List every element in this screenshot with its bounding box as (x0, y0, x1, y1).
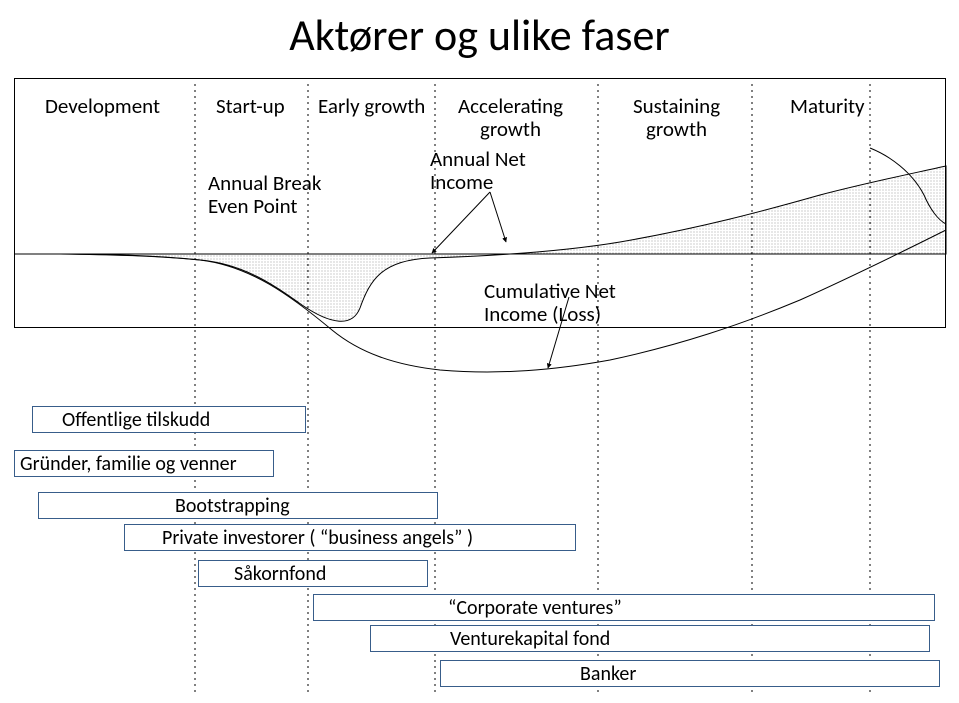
diagram-stage: Aktører og ulike faser DevelopmentStart-… (0, 0, 959, 703)
corporate-ventures-bar (313, 594, 935, 621)
private-investorer-label: Private investorer ( “business angels” ) (162, 526, 473, 550)
phase-label: Start-up (216, 95, 285, 118)
phase-label: Acceleratinggrowth (458, 95, 563, 141)
offentlige-tilskudd-label: Offentlige tilskudd (62, 408, 210, 432)
grunder-familie-label: Gründer, familie og venner (20, 452, 237, 476)
banker-bar (440, 660, 940, 687)
bootstrapping-label: Bootstrapping (175, 494, 290, 518)
phase-label: Early growth (318, 95, 425, 118)
sakornfond-label: Såkornfond (234, 562, 326, 586)
annual-break-even: Annual BreakEven Point (208, 172, 321, 218)
cumulative-loss: Cumulative NetIncome (Loss) (484, 280, 616, 326)
annual-net-income: Annual NetIncome (430, 148, 526, 194)
banker-label: Banker (580, 662, 636, 686)
phase-label: Maturity (790, 95, 865, 118)
corporate-ventures-label: “Corporate ventures” (448, 596, 622, 620)
phase-label: Sustaininggrowth (633, 95, 720, 141)
venturekapital-fond-label: Venturekapital fond (450, 627, 610, 651)
phase-label: Development (45, 95, 160, 118)
